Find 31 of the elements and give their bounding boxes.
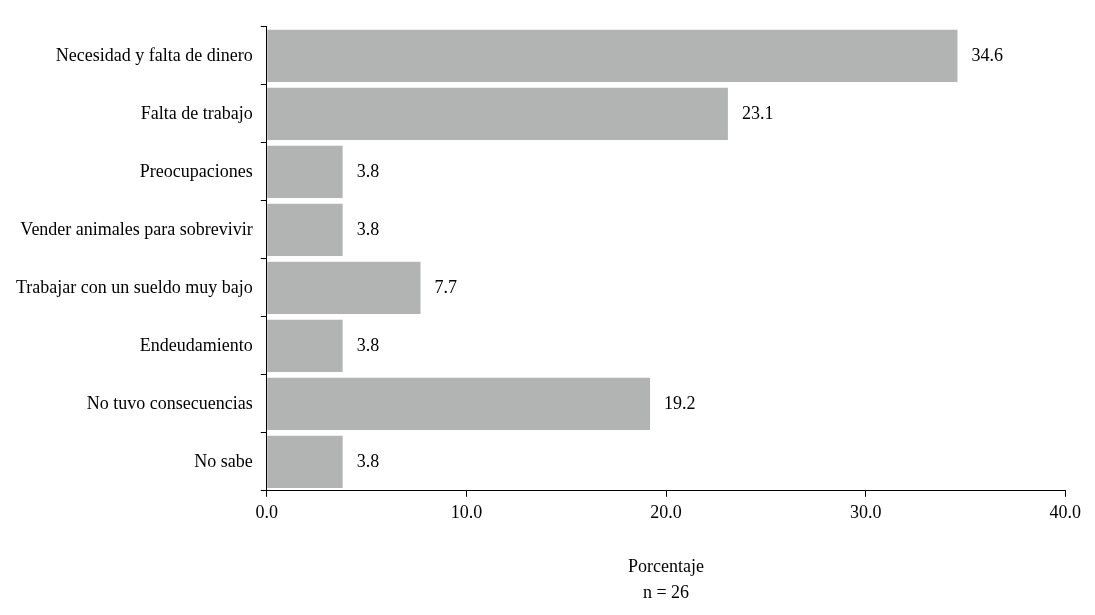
bar bbox=[267, 29, 958, 82]
x-tick-label: 20.0 bbox=[650, 502, 682, 523]
y-tick-label: Vender animales para sobrevivir bbox=[20, 218, 253, 239]
y-tick-label: No tuvo consecuencias bbox=[86, 392, 253, 413]
data-label: 3.8 bbox=[356, 450, 380, 471]
bar bbox=[267, 87, 728, 140]
y-tick-label: Endeudamiento bbox=[139, 334, 253, 355]
y-tick-label: Falta de trabajo bbox=[140, 102, 253, 123]
bar bbox=[267, 377, 651, 430]
bar bbox=[267, 261, 421, 314]
x-tick-label: 0.0 bbox=[255, 502, 279, 523]
data-label: 7.7 bbox=[434, 276, 457, 297]
data-label: 3.8 bbox=[356, 334, 380, 355]
bar bbox=[267, 145, 343, 198]
bar bbox=[267, 435, 343, 488]
x-tick-label: 40.0 bbox=[1049, 502, 1081, 523]
x-tick-label: 30.0 bbox=[849, 502, 882, 523]
bar bbox=[267, 203, 343, 256]
data-label: 23.1 bbox=[741, 102, 774, 123]
x-tick-label: 10.0 bbox=[450, 502, 483, 523]
y-tick-label: Preocupaciones bbox=[139, 160, 253, 181]
text: n = 26 bbox=[642, 581, 690, 602]
data-label: 34.6 bbox=[971, 44, 1003, 65]
data-label: 19.2 bbox=[664, 392, 696, 413]
y-tick-label: Necesidad y falta de dinero bbox=[55, 44, 253, 65]
y-tick-label: No sabe bbox=[194, 450, 253, 471]
data-label: 3.8 bbox=[356, 160, 380, 181]
x-axis-title: Porcentaje bbox=[628, 555, 705, 576]
y-tick-label: Trabajar con un sueldo muy bajo bbox=[16, 276, 253, 297]
bar bbox=[267, 319, 343, 372]
data-label: 3.8 bbox=[356, 218, 380, 239]
